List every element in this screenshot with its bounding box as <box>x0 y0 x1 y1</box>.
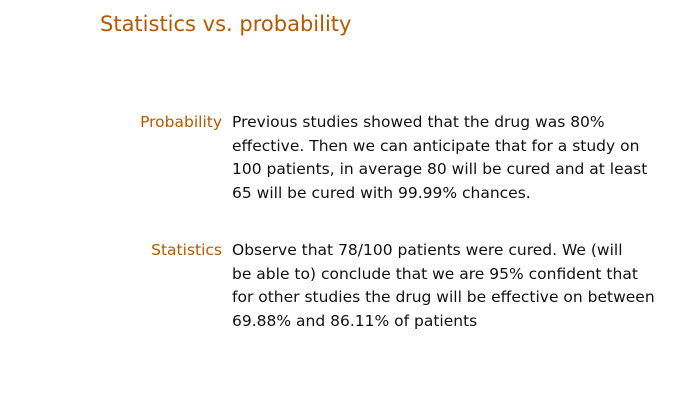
definition-line: for other studies the drug will be effec… <box>232 288 655 306</box>
definition-line: 65 will be cured with 99.99% chances. <box>232 183 531 202</box>
definition-line: effective. Then we can anticipate that f… <box>232 136 640 155</box>
definition-line: Observe that 78/100 patients were cured.… <box>232 241 623 259</box>
definition-term: Probability <box>140 113 222 131</box>
definition-line: 69.88% and 86.11% of patients <box>232 311 478 330</box>
definition-body: Previous studies showed that the drug wa… <box>232 111 648 205</box>
slide-title: Statistics vs. probability <box>100 12 352 36</box>
definition-term: Statistics <box>151 241 222 259</box>
definition-line: Previous studies showed that the drug wa… <box>232 113 605 131</box>
definition-body: Observe that 78/100 patients were cured.… <box>232 239 655 333</box>
definition-line: be able to) conclude that we are 95% con… <box>232 264 638 283</box>
definition-line: 100 patients, in average 80 will be cure… <box>232 160 648 178</box>
